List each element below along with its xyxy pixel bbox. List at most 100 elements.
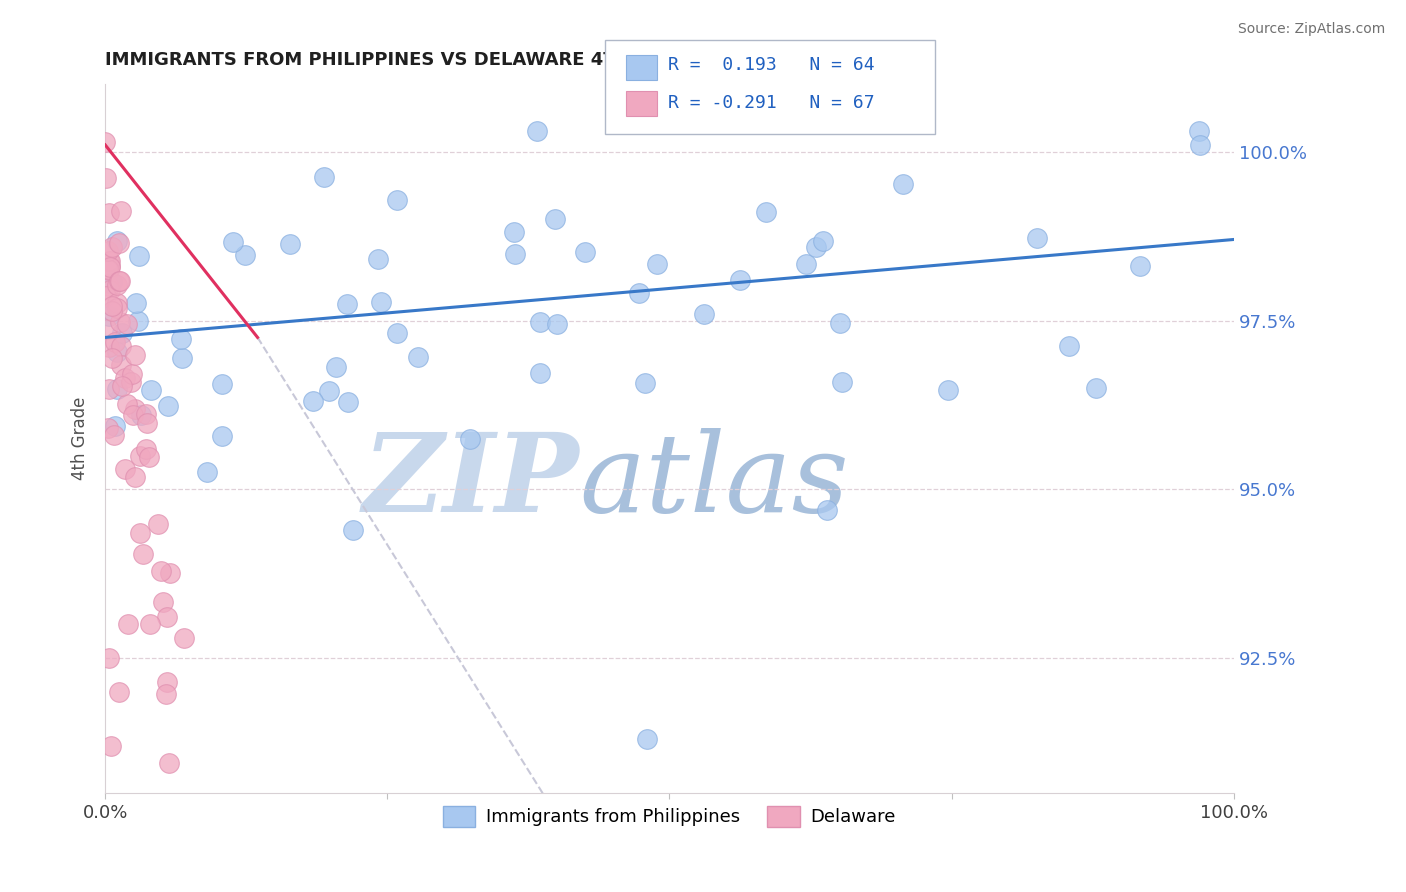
Point bbox=[1059, 339, 1081, 353]
Point bbox=[233, 248, 256, 262]
Point bbox=[1188, 137, 1211, 152]
Point bbox=[891, 178, 914, 192]
Point bbox=[505, 246, 527, 260]
Point bbox=[98, 260, 121, 274]
Point bbox=[98, 263, 121, 277]
Point bbox=[794, 258, 817, 272]
Point bbox=[127, 314, 149, 328]
Point bbox=[120, 376, 142, 390]
Point bbox=[97, 651, 120, 665]
Point bbox=[146, 516, 169, 531]
Point bbox=[98, 253, 121, 268]
Point bbox=[111, 379, 134, 393]
Point bbox=[101, 299, 124, 313]
Point bbox=[98, 260, 121, 274]
Point bbox=[628, 285, 651, 300]
Point bbox=[105, 295, 128, 310]
Text: Source: ZipAtlas.com: Source: ZipAtlas.com bbox=[1237, 22, 1385, 37]
Point bbox=[159, 566, 181, 581]
Point bbox=[546, 317, 568, 331]
Point bbox=[336, 297, 359, 311]
Point bbox=[115, 318, 138, 332]
Point bbox=[107, 278, 129, 293]
Point bbox=[98, 309, 121, 323]
Point bbox=[1084, 381, 1107, 395]
Point bbox=[526, 124, 548, 138]
Point bbox=[634, 376, 657, 390]
Point bbox=[98, 206, 121, 220]
Point bbox=[318, 384, 340, 399]
Point bbox=[104, 335, 127, 350]
Point bbox=[101, 351, 124, 366]
Point bbox=[201, 820, 224, 834]
Point bbox=[108, 315, 131, 329]
Point bbox=[110, 358, 132, 372]
Point bbox=[195, 465, 218, 479]
Point bbox=[155, 687, 177, 701]
Point bbox=[385, 326, 408, 341]
Point bbox=[813, 234, 835, 248]
Point bbox=[108, 235, 131, 250]
Text: R = -0.291   N = 67: R = -0.291 N = 67 bbox=[668, 94, 875, 112]
Point bbox=[342, 523, 364, 537]
Point bbox=[503, 225, 526, 239]
Point bbox=[96, 322, 118, 336]
Point bbox=[124, 401, 146, 416]
Point bbox=[529, 366, 551, 380]
Point bbox=[129, 449, 152, 463]
Point bbox=[108, 274, 131, 288]
Point bbox=[105, 234, 128, 248]
Point bbox=[100, 739, 122, 753]
Point bbox=[138, 450, 160, 465]
Point bbox=[114, 461, 136, 475]
Point bbox=[170, 332, 193, 346]
Point bbox=[222, 235, 245, 249]
Point bbox=[98, 277, 121, 291]
Point bbox=[114, 370, 136, 384]
Point bbox=[121, 408, 143, 422]
Point bbox=[101, 239, 124, 253]
Point bbox=[124, 470, 146, 484]
Point bbox=[302, 394, 325, 409]
Text: R =  0.193   N = 64: R = 0.193 N = 64 bbox=[668, 56, 875, 74]
Point bbox=[1026, 230, 1049, 244]
Point bbox=[115, 397, 138, 411]
Point bbox=[135, 442, 157, 457]
Point bbox=[111, 326, 134, 340]
Point bbox=[97, 262, 120, 277]
Point bbox=[211, 429, 233, 443]
Point bbox=[125, 296, 148, 310]
Point bbox=[645, 257, 668, 271]
Point bbox=[97, 383, 120, 397]
Point bbox=[96, 258, 118, 272]
Point bbox=[636, 732, 658, 747]
Point bbox=[105, 345, 128, 359]
Text: IMMIGRANTS FROM PHILIPPINES VS DELAWARE 4TH GRADE CORRELATION CHART: IMMIGRANTS FROM PHILIPPINES VS DELAWARE … bbox=[105, 51, 928, 69]
Point bbox=[98, 279, 121, 293]
Legend: Immigrants from Philippines, Delaware: Immigrants from Philippines, Delaware bbox=[436, 798, 903, 834]
Point bbox=[385, 193, 408, 207]
Point bbox=[755, 204, 778, 219]
Point bbox=[132, 547, 155, 561]
Text: ZIP: ZIP bbox=[363, 427, 579, 535]
Point bbox=[314, 170, 336, 185]
Point bbox=[139, 617, 162, 632]
Point bbox=[129, 409, 152, 423]
Point bbox=[831, 375, 853, 389]
Point bbox=[156, 674, 179, 689]
Point bbox=[336, 395, 359, 409]
Point bbox=[117, 617, 139, 632]
Point bbox=[121, 368, 143, 382]
Point bbox=[97, 420, 120, 434]
Point bbox=[157, 756, 180, 770]
Point bbox=[817, 502, 839, 516]
Point bbox=[408, 350, 430, 364]
Point bbox=[94, 136, 117, 150]
Point bbox=[108, 274, 131, 288]
Point bbox=[98, 340, 121, 354]
Point bbox=[1129, 259, 1152, 273]
Point bbox=[105, 301, 128, 316]
Point bbox=[152, 595, 174, 609]
Point bbox=[129, 526, 152, 541]
Point bbox=[100, 304, 122, 318]
